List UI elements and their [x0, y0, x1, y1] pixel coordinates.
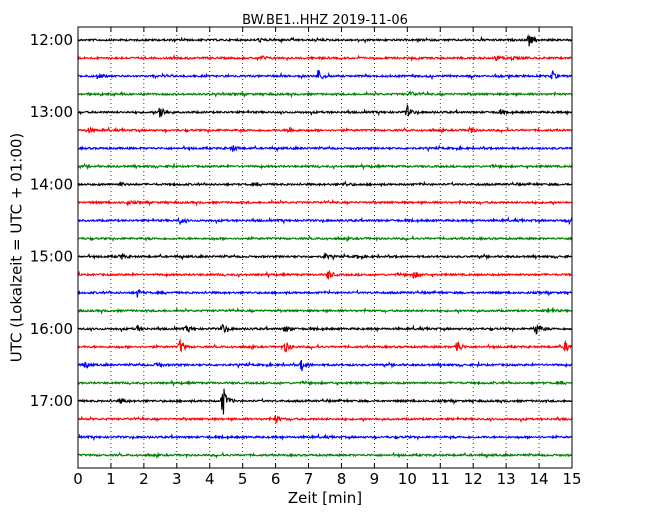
axis-ticks: 0 1 2 3 4 5 6 7 8 9 10 11 12 13 14 1512:0013:0014:0015:… [30, 27, 582, 488]
trace-1315 [77, 125, 573, 135]
y-tick-label: 17:00 [30, 392, 73, 410]
trace-1200 [77, 34, 573, 47]
trace-1530 [77, 288, 573, 298]
trace-1745 [77, 451, 573, 460]
x-tick-label: 15 [562, 470, 581, 488]
y-tick-label: 12:00 [30, 31, 73, 49]
trace-1645 [77, 379, 573, 388]
trace-1430 [77, 216, 573, 226]
x-tick-label: 1 [106, 470, 116, 488]
x-tick-label: 8 [337, 470, 347, 488]
x-tick-label: 11 [431, 470, 450, 488]
trace-1330 [77, 144, 573, 153]
trace-1400 [77, 180, 573, 188]
x-tick-label: 3 [172, 470, 182, 488]
trace-1300 [77, 103, 573, 118]
x-tick-label: 13 [497, 470, 516, 488]
x-tick-label: 2 [139, 470, 149, 488]
trace-1215 [77, 53, 573, 62]
trace-1700 [77, 388, 572, 415]
trace-1345 [77, 162, 573, 171]
y-tick-label: 14:00 [30, 175, 73, 193]
x-tick-label: 7 [304, 470, 314, 488]
trace-1230 [77, 70, 573, 81]
y-tick-label: 16:00 [30, 320, 73, 338]
trace-1515 [77, 270, 573, 280]
minute-gridlines [110, 27, 540, 468]
x-tick-label: 0 [73, 470, 83, 488]
x-axis-label: Zeit [min] [288, 489, 362, 507]
trace-1730 [77, 432, 573, 442]
chart-title: BW.BE1..HHZ 2019-11-06 [242, 13, 408, 28]
seismic-traces [77, 34, 573, 460]
x-tick-label: 10 [398, 470, 417, 488]
trace-1715 [77, 415, 573, 424]
y-tick-label: 15:00 [30, 248, 73, 266]
trace-1615 [77, 338, 573, 353]
y-tick-label: 13:00 [30, 103, 73, 121]
x-tick-label: 5 [238, 470, 248, 488]
x-tick-label: 12 [464, 470, 483, 488]
trace-1245 [77, 89, 573, 99]
trace-1545 [77, 306, 573, 316]
trace-1500 [77, 252, 573, 261]
trace-1415 [77, 198, 573, 207]
trace-1445 [77, 234, 573, 243]
x-tick-label: 6 [271, 470, 281, 488]
y-axis-label: UTC (Lokalzeit = UTC + 01:00) [8, 133, 26, 363]
trace-1600 [77, 324, 573, 335]
trace-1630 [77, 359, 573, 372]
x-tick-label: 9 [370, 470, 380, 488]
plot-frame [77, 26, 573, 469]
x-tick-label: 4 [205, 470, 215, 488]
x-tick-label: 14 [530, 470, 549, 488]
